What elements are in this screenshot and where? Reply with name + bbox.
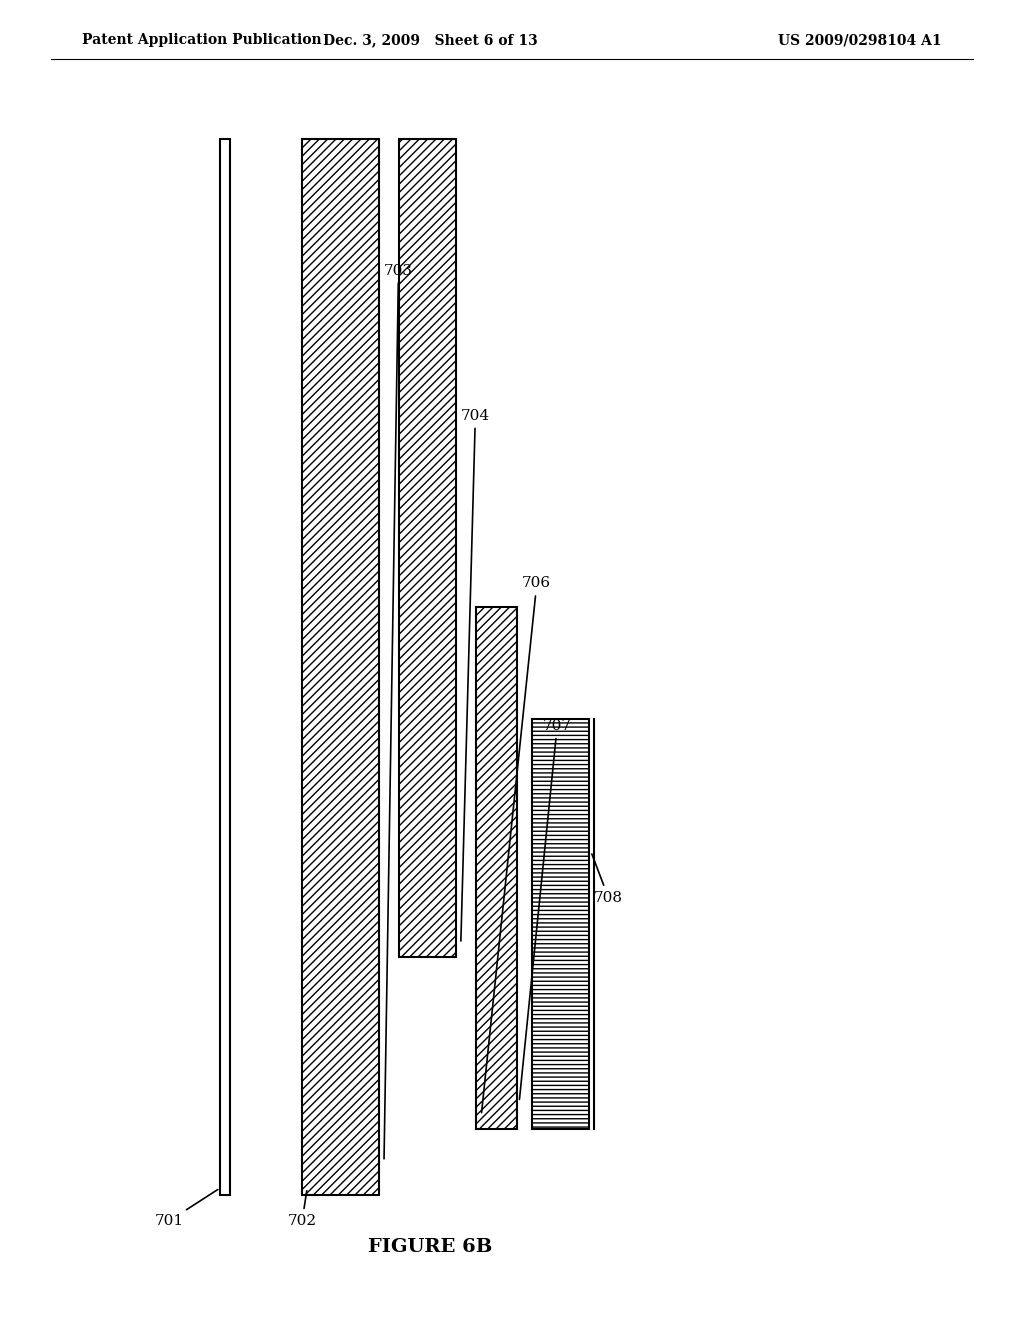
Text: 707: 707	[519, 719, 571, 1100]
Bar	[302, 139, 379, 1195]
Text: 703: 703	[384, 264, 413, 1159]
Text: Dec. 3, 2009   Sheet 6 of 13: Dec. 3, 2009 Sheet 6 of 13	[323, 33, 538, 48]
Bar	[220, 139, 230, 1195]
Text: 708: 708	[592, 854, 623, 904]
Text: 702: 702	[288, 1191, 316, 1228]
Bar	[532, 719, 589, 1129]
Bar	[476, 607, 517, 1129]
Text: 704: 704	[461, 409, 489, 941]
Text: US 2009/0298104 A1: US 2009/0298104 A1	[778, 33, 942, 48]
Text: Patent Application Publication: Patent Application Publication	[82, 33, 322, 48]
Text: 706: 706	[481, 577, 551, 1113]
Text: FIGURE 6B: FIGURE 6B	[368, 1238, 493, 1257]
Bar	[399, 139, 456, 957]
Text: 701: 701	[155, 1189, 218, 1228]
